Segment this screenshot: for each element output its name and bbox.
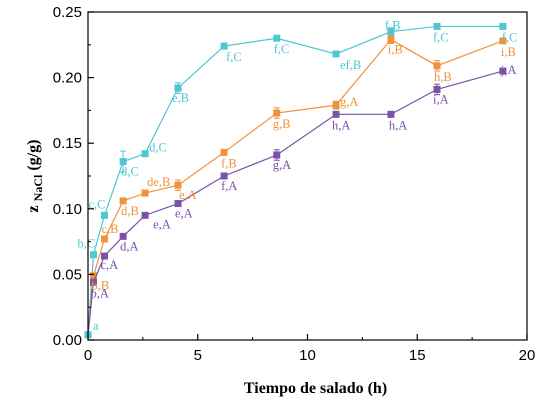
data-point: [499, 37, 507, 45]
x-tick-label: 0: [84, 347, 92, 364]
point-label: d,A: [120, 239, 138, 253]
point-label: f,B: [221, 156, 237, 170]
data-point: [89, 272, 97, 280]
origin-label: a: [93, 319, 99, 333]
y-tick-label: 0.20: [53, 70, 82, 87]
point-label: b,A: [90, 286, 108, 300]
point-label: e,B: [172, 91, 189, 105]
series-layer: [84, 22, 507, 339]
y-axis-title: z NaCl (g/g): [25, 140, 46, 213]
data-point: [433, 85, 441, 93]
point-label: d,C: [149, 141, 167, 155]
x-tick-label: 5: [194, 347, 202, 364]
point-label: e,A: [153, 217, 171, 231]
point-label: de,B: [147, 175, 170, 189]
series-line: [87, 70, 504, 335]
point-label: f,B: [385, 19, 401, 33]
data-point: [119, 232, 127, 240]
data-point: [387, 28, 395, 36]
point-label: j,A: [500, 63, 517, 77]
data-point: [499, 22, 507, 30]
y-axis-title-main: z: [25, 205, 42, 212]
point-label: h,A: [389, 118, 407, 132]
point-label: c,B: [101, 222, 118, 236]
data-point: [273, 34, 281, 42]
series-3: [87, 67, 507, 335]
data-point: [119, 158, 127, 166]
point-label: b,C: [77, 237, 95, 251]
point-label: f,C: [226, 50, 242, 64]
x-axis-title: Tiempo de salado (h): [244, 380, 387, 397]
point-label: h,A: [332, 118, 350, 132]
point-label: f,A: [221, 179, 237, 193]
point-label: b,B: [91, 279, 109, 293]
data-point: [174, 200, 182, 208]
x-tick-label: 15: [409, 347, 426, 364]
data-point: [119, 197, 127, 205]
data-point: [332, 50, 340, 58]
data-point: [141, 150, 149, 158]
point-label: e,A: [179, 188, 197, 202]
point-label: g,A: [273, 158, 291, 172]
x-tick-label: 20: [519, 347, 535, 364]
data-point: [499, 67, 507, 75]
point-label: c,C: [88, 197, 105, 211]
point-label: g,A: [340, 95, 358, 109]
data-point: [220, 148, 228, 156]
point-label: c,A: [100, 258, 118, 272]
point-label: ef,B: [340, 58, 361, 72]
data-point: [141, 189, 149, 197]
point-label: f,C: [433, 30, 449, 44]
point-label: i,A: [433, 92, 449, 106]
data-point: [433, 22, 441, 30]
data-point: [220, 172, 228, 180]
y-tick-label: 0.00: [53, 332, 82, 349]
point-label: h,B: [434, 70, 452, 84]
y-tick-label: 0.25: [53, 4, 82, 21]
point-label: i,B: [501, 45, 516, 59]
axis-ticks-layer: 0 5 10 15 20 0.00 0.05 0.10 0.15 0.20 0.25: [53, 4, 535, 364]
x-tick-label: 10: [299, 347, 316, 364]
data-point: [141, 211, 149, 219]
series-line: [87, 38, 504, 335]
point-labels-layer: b,C c,C d,C d,C e,B f,C f,C ef,B f,B f,C f,C b,B c,B…: [77, 19, 517, 333]
data-point: [273, 151, 281, 159]
data-point: [387, 36, 395, 44]
point-label: i,B: [388, 43, 403, 57]
data-point: [220, 42, 228, 50]
series-1: [87, 22, 507, 335]
y-tick-label: 0.05: [53, 266, 82, 283]
y-tick-label: 0.10: [53, 201, 82, 218]
data-point: [100, 235, 108, 243]
data-point: [89, 278, 97, 286]
data-point: [100, 252, 108, 260]
data-point: [332, 110, 340, 118]
series-line: [87, 25, 503, 335]
data-point: [433, 62, 441, 70]
data-point: [89, 251, 97, 259]
point-label: d,B: [121, 204, 139, 218]
series-2: [87, 35, 507, 335]
data-point: [174, 84, 182, 92]
point-label: d,C: [121, 165, 139, 179]
data-point: [273, 109, 281, 117]
y-axis-title-subscript: NaCl: [31, 174, 45, 201]
point-label: e,A: [175, 207, 193, 221]
point-label: f,C: [274, 42, 290, 56]
data-point: [174, 181, 182, 189]
y-axis-title-unit: (g/g): [25, 140, 42, 171]
data-point: [332, 101, 340, 109]
point-label: f,C: [502, 30, 518, 44]
data-point: [387, 110, 395, 118]
y-tick-label: 0.15: [53, 135, 82, 152]
data-point: [100, 211, 108, 219]
point-label: g,B: [273, 117, 291, 131]
